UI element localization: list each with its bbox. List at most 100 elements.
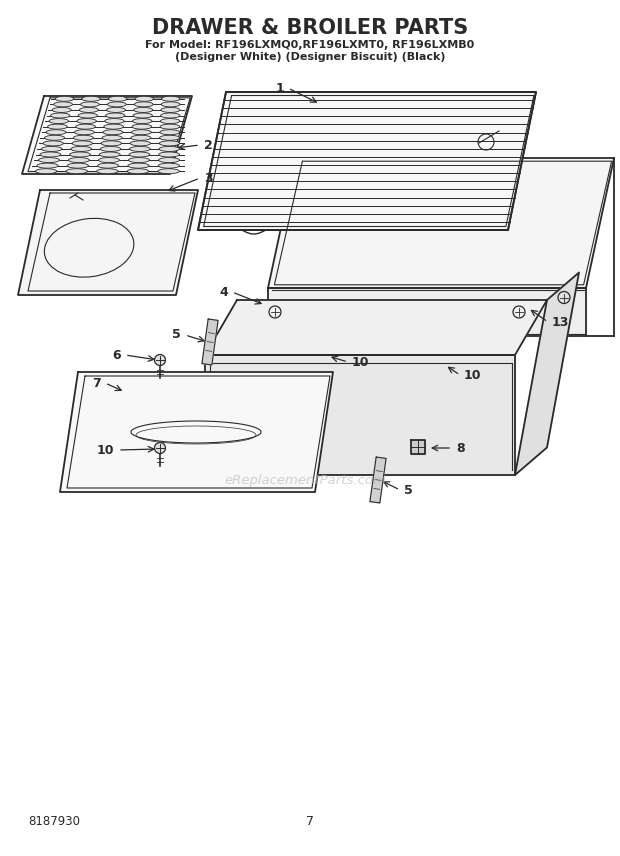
Ellipse shape — [45, 135, 64, 140]
Text: 4: 4 — [219, 286, 228, 299]
Ellipse shape — [161, 96, 180, 101]
Ellipse shape — [159, 158, 180, 163]
Ellipse shape — [97, 163, 119, 168]
Polygon shape — [205, 355, 515, 475]
Ellipse shape — [160, 124, 180, 129]
Ellipse shape — [100, 146, 121, 152]
Ellipse shape — [132, 124, 152, 129]
Ellipse shape — [46, 130, 66, 134]
Ellipse shape — [135, 96, 154, 101]
Polygon shape — [18, 190, 198, 295]
Ellipse shape — [128, 163, 149, 168]
Ellipse shape — [76, 124, 95, 129]
Ellipse shape — [74, 130, 94, 134]
Ellipse shape — [135, 102, 153, 107]
Text: DRAWER & BROILER PARTS: DRAWER & BROILER PARTS — [152, 18, 468, 38]
Ellipse shape — [82, 96, 100, 101]
Text: 13: 13 — [552, 316, 569, 329]
Ellipse shape — [51, 113, 70, 118]
Text: 10: 10 — [97, 443, 114, 456]
Ellipse shape — [130, 146, 150, 152]
Text: 2: 2 — [204, 139, 213, 152]
Text: For Model: RF196LXMQ0,RF196LXMT0, RF196LXMB0: For Model: RF196LXMQ0,RF196LXMT0, RF196L… — [145, 40, 475, 50]
Text: 8187930: 8187930 — [28, 815, 80, 828]
Text: 7: 7 — [92, 377, 101, 389]
Ellipse shape — [133, 119, 152, 123]
Text: 5: 5 — [404, 484, 413, 496]
Ellipse shape — [108, 96, 127, 101]
Ellipse shape — [99, 158, 120, 163]
Polygon shape — [515, 272, 579, 475]
Ellipse shape — [69, 152, 91, 157]
Ellipse shape — [107, 102, 126, 107]
Ellipse shape — [79, 108, 99, 112]
Ellipse shape — [159, 146, 180, 152]
Ellipse shape — [102, 135, 122, 140]
Ellipse shape — [104, 124, 123, 129]
Ellipse shape — [66, 169, 87, 174]
Ellipse shape — [35, 169, 57, 174]
Ellipse shape — [38, 158, 60, 163]
Ellipse shape — [77, 119, 96, 123]
Ellipse shape — [72, 141, 92, 146]
Ellipse shape — [68, 158, 89, 163]
Ellipse shape — [131, 135, 151, 140]
Ellipse shape — [158, 169, 179, 174]
Text: eReplacementParts.com: eReplacementParts.com — [224, 473, 386, 486]
Ellipse shape — [107, 108, 126, 112]
Ellipse shape — [99, 152, 120, 157]
Ellipse shape — [127, 169, 149, 174]
Ellipse shape — [159, 152, 180, 157]
Polygon shape — [22, 96, 192, 174]
Polygon shape — [198, 92, 536, 230]
Polygon shape — [411, 440, 425, 454]
Ellipse shape — [133, 113, 153, 118]
Circle shape — [154, 354, 166, 366]
Ellipse shape — [49, 119, 69, 123]
Ellipse shape — [81, 102, 99, 107]
Ellipse shape — [42, 146, 62, 152]
Text: 6: 6 — [112, 348, 121, 361]
Text: 7: 7 — [306, 815, 314, 828]
Ellipse shape — [40, 152, 61, 157]
Ellipse shape — [131, 130, 151, 134]
Text: 10: 10 — [352, 355, 370, 368]
Ellipse shape — [161, 119, 180, 123]
Polygon shape — [205, 300, 547, 355]
Polygon shape — [268, 158, 614, 288]
Text: 5: 5 — [172, 329, 181, 342]
Polygon shape — [60, 372, 333, 492]
Ellipse shape — [161, 108, 180, 112]
Text: 3: 3 — [204, 171, 213, 185]
Ellipse shape — [159, 141, 180, 146]
Ellipse shape — [67, 163, 89, 168]
Ellipse shape — [71, 146, 91, 152]
Ellipse shape — [43, 141, 63, 146]
Ellipse shape — [101, 141, 122, 146]
Text: 1: 1 — [275, 81, 284, 94]
Ellipse shape — [128, 158, 149, 163]
Ellipse shape — [161, 102, 180, 107]
Polygon shape — [202, 319, 218, 365]
Ellipse shape — [161, 113, 180, 118]
Text: 8: 8 — [456, 442, 464, 455]
Ellipse shape — [52, 108, 71, 112]
Ellipse shape — [105, 113, 125, 118]
Ellipse shape — [54, 102, 73, 107]
Ellipse shape — [130, 141, 151, 146]
Ellipse shape — [103, 130, 123, 134]
Text: (Designer White) (Designer Biscuit) (Black): (Designer White) (Designer Biscuit) (Bla… — [175, 52, 445, 62]
Ellipse shape — [97, 169, 118, 174]
Ellipse shape — [158, 163, 179, 168]
Ellipse shape — [159, 135, 180, 140]
Ellipse shape — [55, 96, 74, 101]
Ellipse shape — [105, 119, 124, 123]
Ellipse shape — [129, 152, 150, 157]
Text: 10: 10 — [464, 368, 482, 382]
Polygon shape — [370, 457, 386, 503]
Ellipse shape — [134, 108, 153, 112]
Ellipse shape — [73, 135, 94, 140]
Ellipse shape — [37, 163, 58, 168]
Polygon shape — [268, 288, 586, 336]
Ellipse shape — [48, 124, 67, 129]
